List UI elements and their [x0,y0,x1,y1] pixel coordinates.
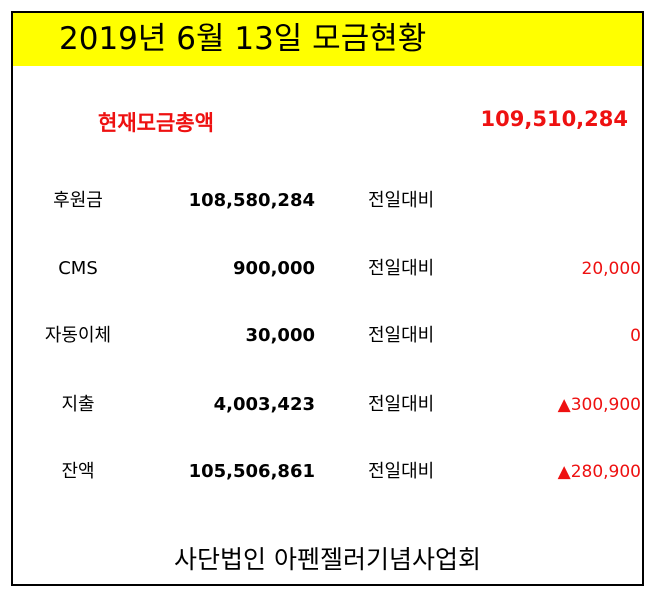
row-label: 후원금 [53,190,103,211]
row-auto-transfer: 자동이체 30,000 전일대비 0 [13,321,642,351]
row-amount: 900,000 [233,258,315,279]
page-title: 2019년 6월 13일 모금현황 [59,21,427,57]
row-label: 자동이체 [44,325,112,346]
row-expense: 지출 4,003,423 전일대비 ▲300,900 [13,390,642,420]
total-label: 현재모금총액 [98,111,214,135]
row-balance: 잔액 105,506,861 전일대비 ▲280,900 [13,457,642,487]
row-diff: ▲280,900 [557,462,641,482]
row-diff: 20,000 [581,259,641,279]
row-diff: ▲300,900 [557,395,641,415]
row-label: CMS [58,258,98,279]
row-compare-label: 전일대비 [368,190,435,211]
row-compare-label: 전일대비 [368,461,435,482]
row-compare-label: 전일대비 [368,394,435,415]
row-amount: 30,000 [245,325,315,346]
row-compare-label: 전일대비 [368,258,435,279]
organization-name: 사단법인 아펜젤러기념사업회 [174,545,481,574]
row-amount: 108,580,284 [188,190,315,211]
row-diff: 0 [630,326,641,346]
row-label: 잔액 [61,461,95,482]
row-amount: 4,003,423 [213,394,315,415]
title-bar: 2019년 6월 13일 모금현황 [13,13,642,66]
total-value: 109,510,284 [480,107,628,131]
row-donation: 후원금 108,580,284 전일대비 [13,186,642,216]
report-sheet: 2019년 6월 13일 모금현황 현재모금총액 109,510,284 후원금… [11,11,644,586]
row-cms: CMS 900,000 전일대비 20,000 [13,254,642,284]
row-compare-label: 전일대비 [368,325,435,346]
row-amount: 105,506,861 [188,461,315,482]
row-label: 지출 [61,394,95,415]
